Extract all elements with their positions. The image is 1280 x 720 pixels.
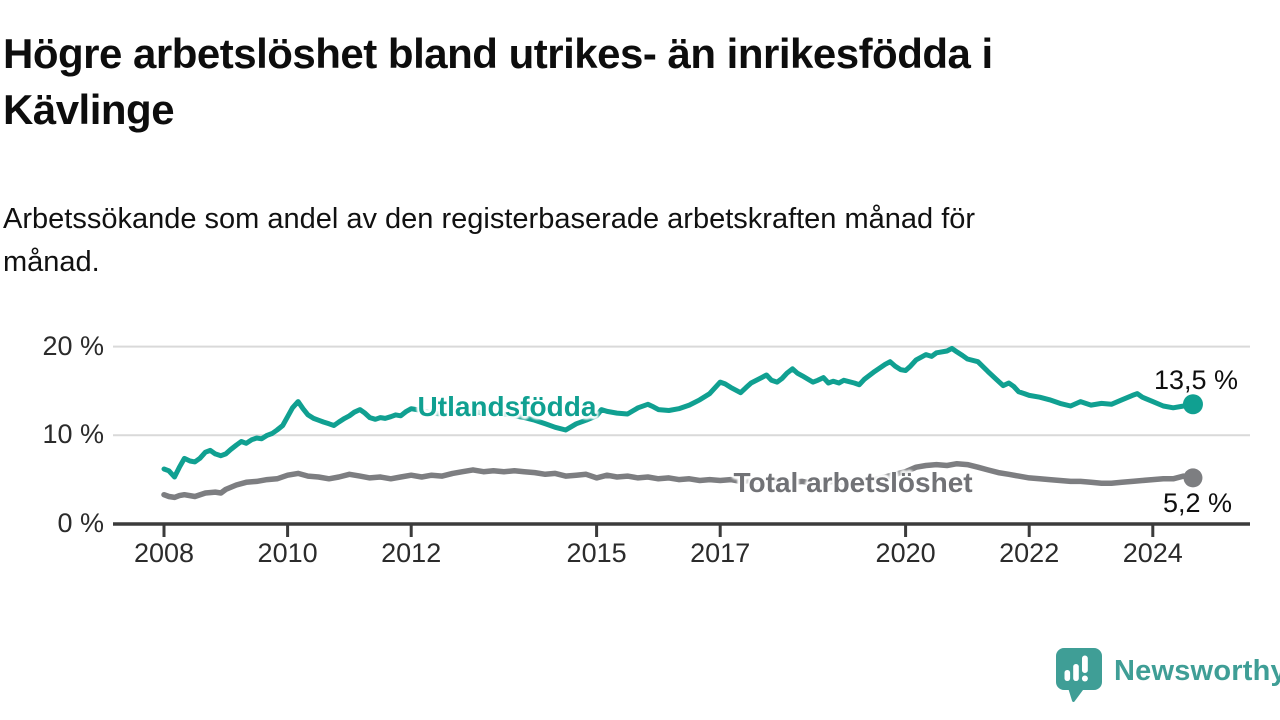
chart-subtitle-line1: Arbetssökande som andel av den registerb… bbox=[3, 203, 976, 235]
series-end-dot bbox=[1182, 394, 1203, 415]
series-line-total bbox=[161, 460, 1196, 501]
page-title-line1: Högre arbetslöshet bland utrikes- än inr… bbox=[3, 30, 993, 77]
chart-subtitle-line2: månad. bbox=[3, 246, 100, 278]
newsworthy-bubble-chart-icon bbox=[1056, 648, 1102, 702]
newsworthy-wordmark: Newsworthy bbox=[1114, 654, 1280, 687]
series-line-utlandsfodda bbox=[161, 345, 1196, 480]
page-title: Högre arbetslöshet bland utrikes- än inr… bbox=[3, 26, 993, 138]
page-title-line2: Kävlinge bbox=[3, 86, 175, 133]
series-end-dot bbox=[1183, 468, 1203, 488]
chart-subtitle: Arbetssökande som andel av den registerb… bbox=[3, 198, 975, 284]
newsworthy-logo: Newsworthy bbox=[1056, 648, 1280, 702]
